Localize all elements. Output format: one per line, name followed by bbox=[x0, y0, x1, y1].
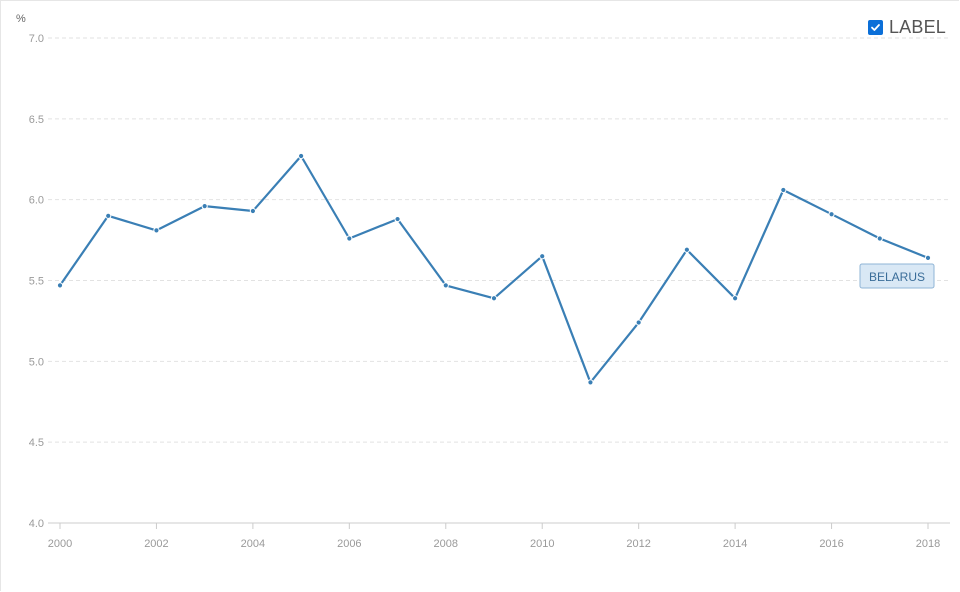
data-point[interactable] bbox=[298, 152, 305, 160]
data-point[interactable] bbox=[249, 207, 256, 215]
x-tick-label: 2006 bbox=[337, 538, 361, 550]
data-point[interactable] bbox=[587, 379, 594, 386]
series-layer bbox=[56, 152, 932, 386]
data-point[interactable] bbox=[56, 282, 64, 289]
data-point[interactable] bbox=[539, 253, 546, 260]
data-point[interactable] bbox=[924, 254, 932, 261]
y-tick-label: 6.0 bbox=[29, 195, 44, 207]
series-tag[interactable]: BELARUS bbox=[859, 263, 935, 289]
x-axis-ticks: 2000 2002 2004 2006 2008 2010 2012 2014 2016 2018 bbox=[48, 523, 940, 550]
data-point[interactable] bbox=[346, 235, 353, 242]
data-point[interactable] bbox=[635, 319, 642, 326]
data-point[interactable] bbox=[732, 295, 739, 302]
data-point[interactable] bbox=[201, 203, 208, 210]
data-point[interactable] bbox=[683, 246, 690, 253]
data-point[interactable] bbox=[153, 227, 160, 234]
y-axis-unit: % bbox=[16, 13, 26, 25]
data-point[interactable] bbox=[780, 186, 787, 194]
y-tick-label: 5.0 bbox=[29, 356, 44, 368]
checkmark-icon bbox=[871, 24, 880, 31]
series-tag-label: BELARUS bbox=[869, 270, 925, 284]
x-tick-label: 2010 bbox=[530, 538, 554, 550]
x-tick-label: 2016 bbox=[819, 538, 843, 550]
y-tick-label: 4.5 bbox=[29, 437, 44, 449]
data-point[interactable] bbox=[828, 211, 835, 218]
y-tick-label: 6.5 bbox=[29, 114, 44, 126]
x-tick-label: 2012 bbox=[626, 538, 650, 550]
data-point[interactable] bbox=[442, 282, 449, 289]
data-point[interactable] bbox=[394, 215, 401, 223]
x-tick-label: 2014 bbox=[723, 538, 747, 550]
y-tick-label: 4.0 bbox=[29, 518, 44, 530]
x-tick-label: 2008 bbox=[434, 538, 458, 550]
y-tick-label: 5.5 bbox=[29, 276, 44, 288]
data-point[interactable] bbox=[876, 235, 883, 242]
x-tick-label: 2000 bbox=[48, 538, 72, 550]
y-axis-ticks: 4.0 4.5 5.0 5.5 6.0 6.5 7.0 bbox=[29, 33, 44, 530]
x-tick-label: 2002 bbox=[144, 538, 168, 550]
y-tick-label: 7.0 bbox=[29, 33, 44, 45]
x-tick-label: 2018 bbox=[916, 538, 940, 550]
data-point[interactable] bbox=[105, 212, 112, 219]
series-tag-box bbox=[859, 263, 935, 289]
label-toggle[interactable]: LABEL bbox=[867, 17, 946, 38]
x-tick-label: 2004 bbox=[241, 538, 265, 550]
data-point[interactable] bbox=[490, 295, 498, 302]
series-line bbox=[59, 154, 929, 384]
label-checkbox[interactable] bbox=[867, 20, 883, 35]
gridlines bbox=[48, 37, 950, 524]
label-toggle-text: LABEL bbox=[888, 17, 946, 37]
